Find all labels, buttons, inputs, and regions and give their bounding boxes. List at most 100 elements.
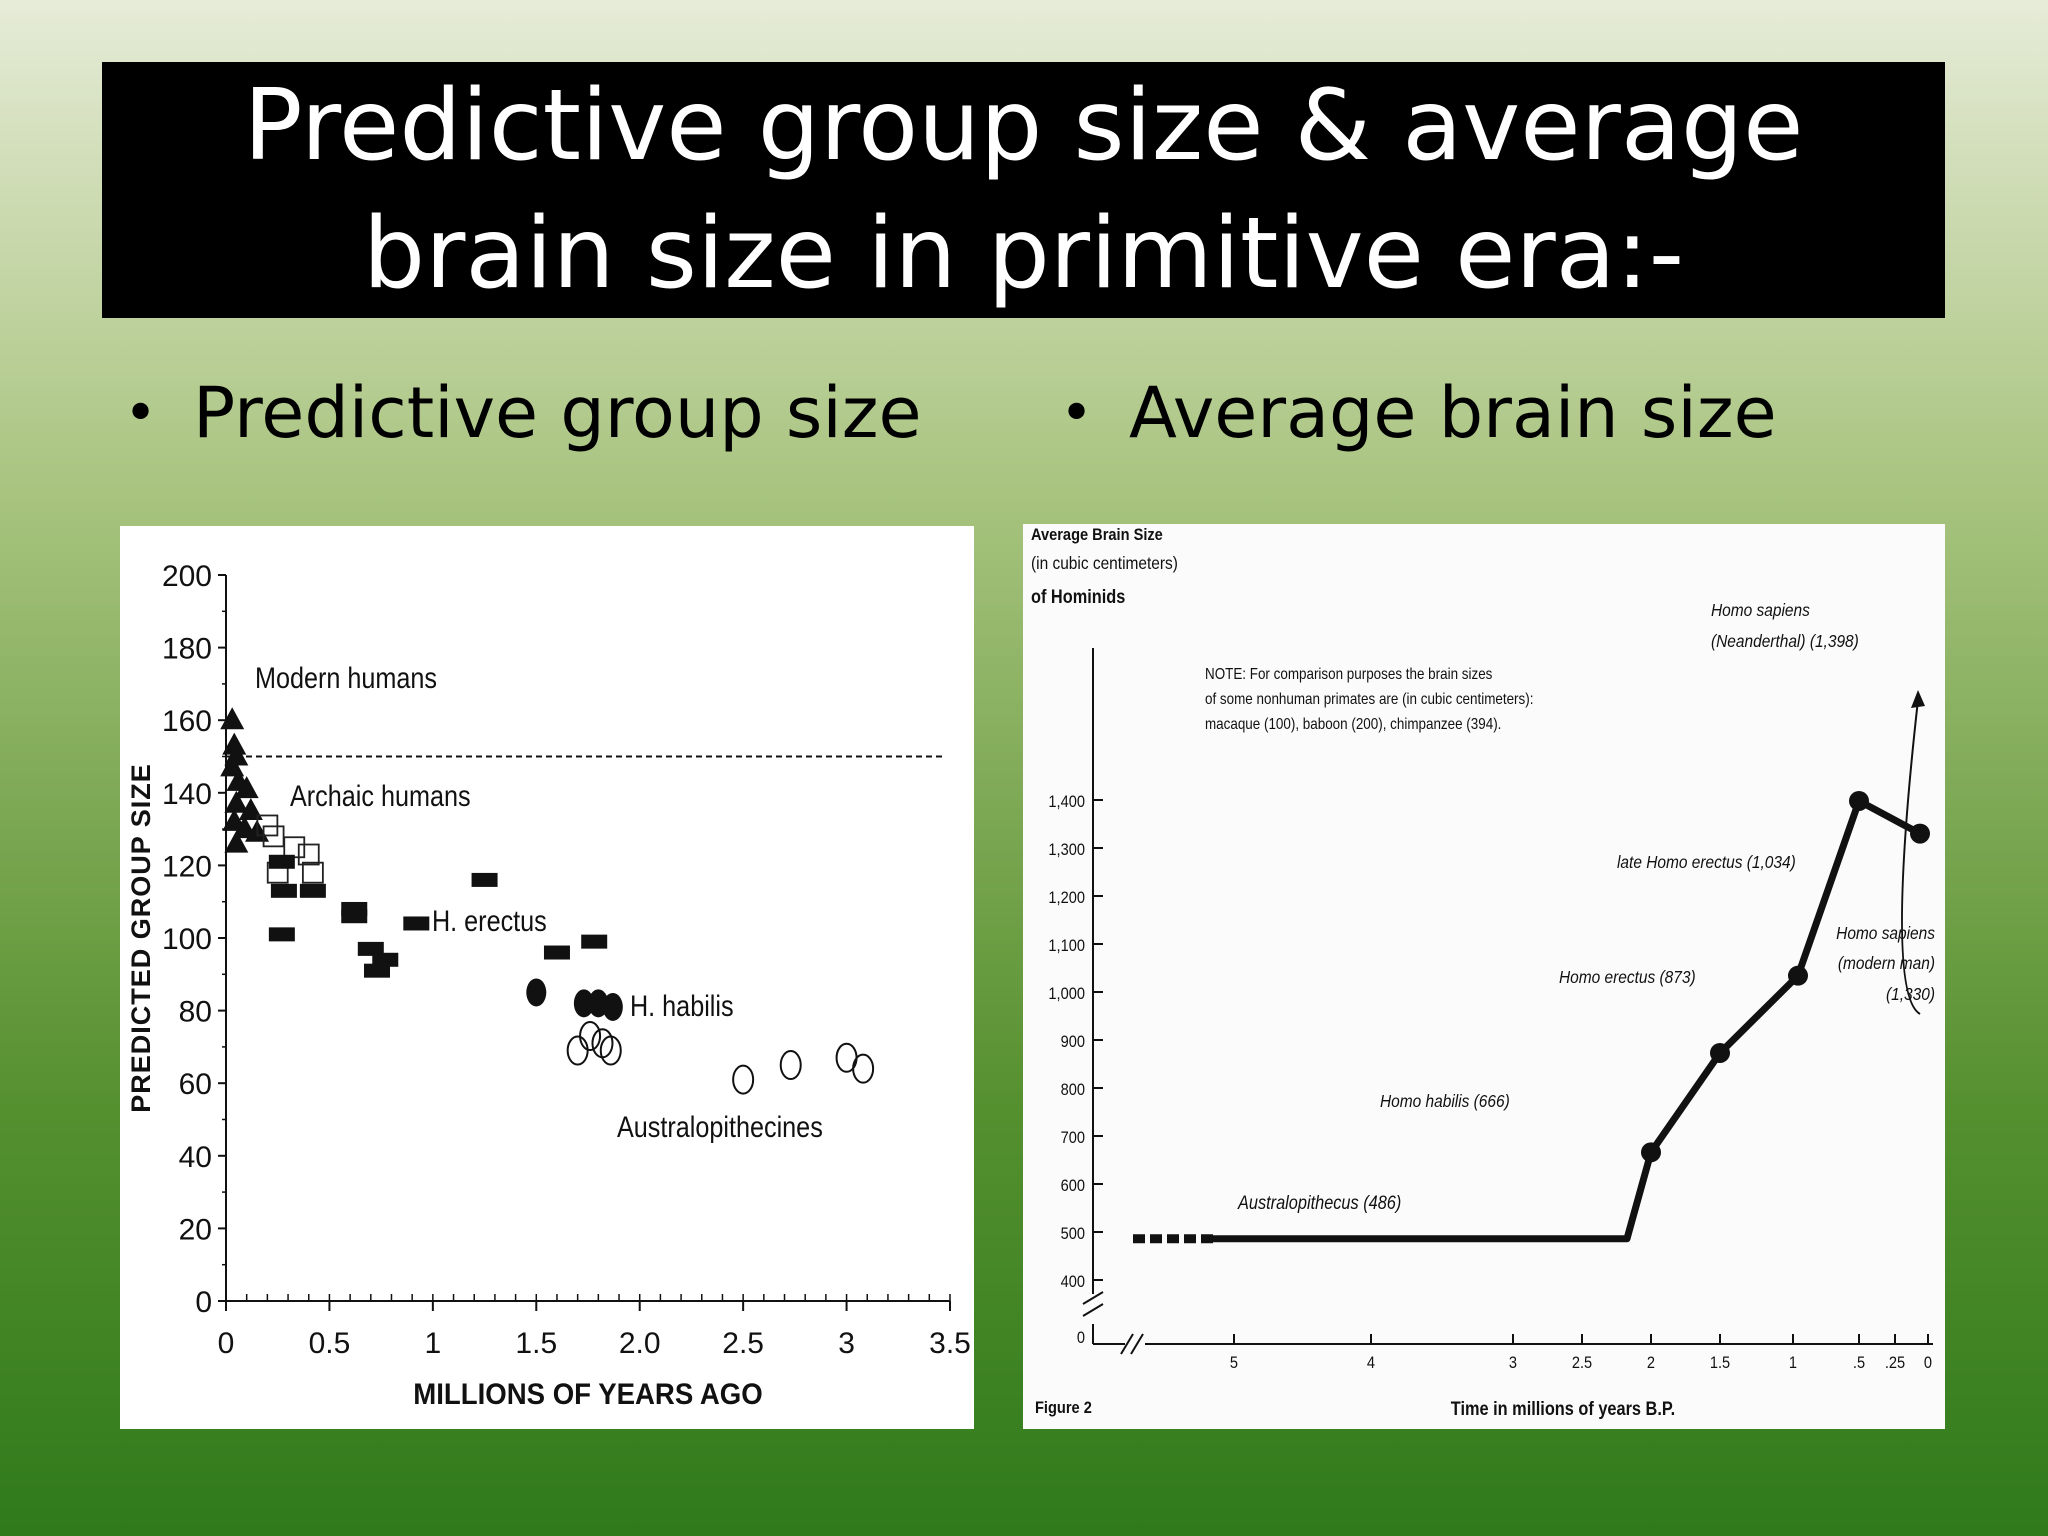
figure-label: Figure 2 [1035,1399,1092,1417]
x-tick-label: 5 [1230,1354,1238,1372]
y-tick-label: 120 [162,850,212,883]
y-tick-label: 1,000 [1048,985,1085,1003]
h-erectus-point [581,934,608,949]
y-tick-label: 200 [162,560,212,593]
x-tick-label: 2.5 [722,1327,764,1360]
x-tick-label: 0 [1924,1354,1932,1372]
modern-human-point [234,776,259,799]
point-label: Homo sapiens [1711,600,1810,620]
group-size-chart-panel: 0 20 40 60 80 100 120 140 160 180 200 0 0.5 1 1.5 2.0 2.… [120,526,974,1429]
y-tick-label: 40 [179,1141,212,1174]
bullet-dot-icon: • [1060,380,1094,446]
modern-human-point [222,732,247,755]
h-erectus-point [299,883,326,898]
comparison-note-line: NOTE: For comparison purposes the brain … [1205,666,1492,683]
slide-title-line-1: Predictive group size & average [243,69,1804,183]
brain-size-chart-panel: Average Brain Size (in cubic centimeters)… [1023,524,1945,1429]
y-tick-label: 1,100 [1048,937,1085,955]
y-tick-label: 60 [179,1068,212,1101]
h-erectus-point [471,872,498,887]
point-label: late Homo erectus (1,034) [1617,852,1796,872]
species-point [1641,1142,1661,1163]
x-tick-label: 3 [1509,1354,1517,1372]
comparison-note-line: of some nonhuman primates are (in cubic … [1205,691,1533,708]
bullet-brain-size: • Average brain size [1060,372,1777,454]
brain-size-line [1213,797,1922,1243]
label-h-habilis: H. habilis [630,989,734,1023]
species-point [1910,823,1930,844]
point-label: Homo erectus (873) [1559,967,1696,987]
label-h-erectus: H. erectus [432,904,547,938]
australopithecine-point [599,1035,622,1066]
x-tick-label: 1.5 [1710,1354,1730,1372]
y-tick-label: 500 [1061,1225,1086,1243]
species-point [1849,790,1869,811]
label-australopithecus: Australopithecus (486) [1237,1192,1401,1213]
y-tick-label: 80 [179,996,212,1029]
y-tick-label: 700 [1061,1129,1086,1147]
y-tick-label: 0 [195,1286,212,1319]
h-erectus-point [357,941,384,956]
h-erectus-point [268,927,295,942]
australopithecine-point [852,1053,875,1084]
h-habilis-point [526,978,547,1007]
h-erectus-point [268,854,295,869]
h-erectus-point [403,916,430,931]
axis-break-mark [1082,1303,1104,1317]
y-tick-label: 600 [1061,1177,1086,1195]
chart-title-line: of Hominids [1031,586,1125,607]
comparison-note-line: macaque (100), baboon (200), chimpanzee … [1205,716,1501,733]
y-tick-label: 160 [162,705,212,738]
x-tick-label: .25 [1885,1354,1905,1372]
archaic-human-point [297,843,320,866]
x-tick-label: .5 [1853,1354,1865,1372]
point-label: (1,330) [1886,984,1935,1004]
y-tick-label: 800 [1061,1081,1086,1099]
h-erectus-point [341,909,368,924]
y-tick-label: 1,400 [1048,793,1085,811]
arrow-head-icon [1911,690,1925,708]
bullet-text: Predictive group size [193,372,922,454]
h-habilis-point [573,989,594,1018]
group-size-chart: 0 20 40 60 80 100 120 140 160 180 200 0 0.5 1 1.5 2.0 2.… [126,560,971,1411]
x-tick-label: 1 [1789,1354,1797,1372]
point-label: Homo sapiens [1836,923,1935,943]
h-erectus-point [364,963,391,978]
h-erectus-point [543,945,570,960]
label-archaic-humans: Archaic humans [290,779,471,813]
y-axis-title: PREDICTED GROUP SIZE [126,763,156,1113]
label-modern-humans: Modern humans [255,661,437,695]
y-tick-label: 0 [1077,1329,1085,1347]
h-erectus-point [270,883,297,898]
slide-title-line-2: brain size in primitive era:- [362,197,1685,311]
y-tick-label: 900 [1061,1033,1086,1051]
x-tick-label: 0 [218,1327,235,1360]
y-tick-label: 20 [179,1213,212,1246]
h-erectus-point [372,952,399,967]
australopithecine-point [566,1035,589,1066]
modern-human-point [220,707,245,730]
x-tick-label: 2 [1647,1354,1655,1372]
axis-break-mark [1082,1291,1104,1305]
archaic-human-point [283,836,306,859]
modern-human-point [224,830,249,853]
species-point [1710,1042,1730,1063]
y-tick-label: 100 [162,923,212,956]
point-label: (Neanderthal) (1,398) [1711,631,1859,651]
y-tick-label: 1,200 [1048,889,1085,907]
modern-man-arrow [1900,699,1921,1015]
y-tick-label: 140 [162,778,212,811]
australopithecine-point [732,1064,755,1095]
chart-title-line: (in cubic centimeters) [1031,553,1178,573]
x-tick-label: 2.0 [619,1327,661,1360]
archaic-human-point [301,861,324,884]
modern-human-point [238,797,263,820]
x-tick-label: 2.5 [1572,1354,1592,1372]
title-banner: Predictive group size & average brain si… [102,62,1945,318]
point-label: (modern man) [1838,953,1935,973]
chart-title-line: Average Brain Size [1031,526,1163,544]
x-tick-label: 1 [425,1327,442,1360]
x-tick-label: 3 [838,1327,855,1360]
x-axis-title: MILLIONS OF YEARS AGO [413,1378,762,1411]
modern-human-point [224,790,249,813]
